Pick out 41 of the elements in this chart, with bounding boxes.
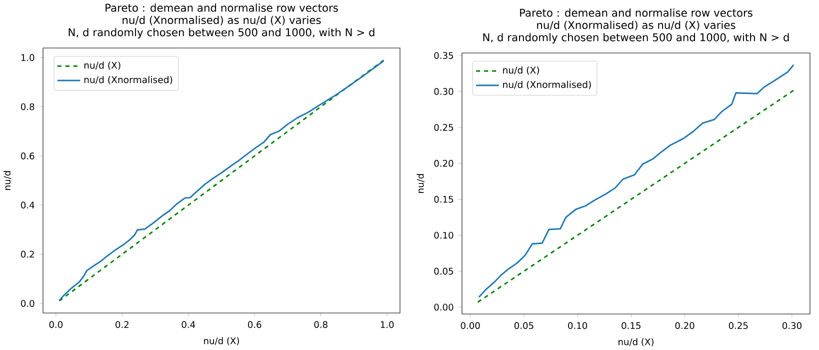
- chart-subtitle: nu/d (Xnormalised) as nu/d (X) varies: [122, 16, 321, 26]
- y-tick-label: 0.20: [434, 160, 454, 167]
- y-tick-label: 0.10: [434, 232, 454, 239]
- x-axis-title: nu/d (X): [204, 337, 239, 346]
- x-tick-label: 0.6: [248, 321, 262, 328]
- x-tick-label: 1.0: [380, 321, 394, 328]
- y-tick-label: 0.15: [434, 196, 454, 203]
- y-axis-title: nu/d: [416, 174, 424, 193]
- chart-title: Pareto : demean and normalise row vectors: [106, 4, 338, 12]
- x-tick-label: 0.10: [568, 322, 588, 330]
- y-tick-label: 0.8: [21, 103, 34, 110]
- x-tick-label: 0.00: [460, 322, 480, 330]
- chart-title: Pareto : demean and normalise row vectors: [520, 8, 752, 17]
- x-tick-label: 0.05: [514, 322, 534, 330]
- legend-label: nu/d (X): [84, 62, 120, 70]
- x-tick-label: 0.30: [782, 322, 802, 330]
- y-tick-label: 0.0: [21, 300, 34, 307]
- x-axis-title: nu/d (X): [618, 338, 654, 346]
- y-tick-label: 0.4: [21, 202, 34, 208]
- y-tick-label: 0.35: [434, 52, 454, 59]
- x-tick-label: 0.20: [675, 322, 694, 330]
- legend-label: nu/d (Xnormalised): [84, 76, 172, 84]
- y-axis-title: nu/d: [4, 171, 12, 190]
- y-tick-label: 0.25: [434, 124, 454, 131]
- y-tick-label: 1.0: [21, 54, 34, 62]
- legend-label: nu/d (X): [503, 66, 540, 75]
- y-tick-label: 0.30: [434, 88, 454, 95]
- text: N, d randomly chosen between 500 and 1000, with N > d: [483, 33, 789, 44]
- x-tick-label: 0.15: [622, 322, 640, 330]
- y-tick-label: 0.2: [21, 250, 34, 258]
- y-tick-label: 0.00: [434, 304, 454, 311]
- x-tick-label: 0.0: [49, 321, 63, 328]
- x-tick-label: 0.4: [182, 321, 196, 328]
- x-tick-label: 0.25: [728, 322, 748, 330]
- legend-label: nu/d (Xnormalised): [503, 80, 591, 90]
- text: N, d randomly chosen between 500 and 1000, with N > d: [68, 28, 374, 38]
- x-tick-label: 0.2: [116, 321, 128, 328]
- y-tick-label: 0.05: [434, 268, 454, 275]
- x-tick-label: 0.8: [314, 321, 328, 328]
- y-tick-label: 0.6: [21, 152, 34, 160]
- chart-subtitle: nu/d (Xnormalised) as nu/d (X) varies: [537, 20, 736, 30]
